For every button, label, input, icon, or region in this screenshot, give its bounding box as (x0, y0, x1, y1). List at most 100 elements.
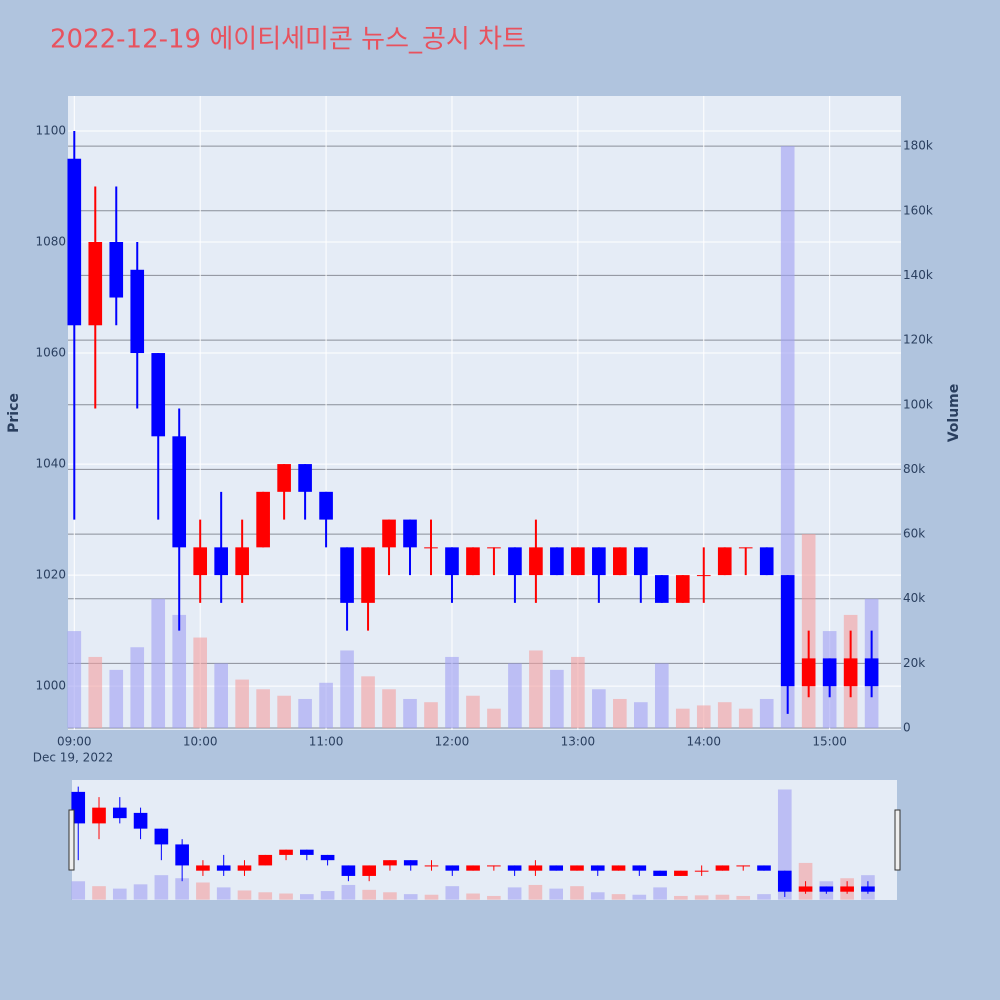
candle-body (611, 865, 626, 871)
candle-body (675, 575, 690, 603)
volume-bar (256, 689, 270, 729)
x-tick-label: 10:00 (183, 735, 218, 749)
volume-bar (528, 884, 543, 900)
volume-bar (300, 894, 314, 900)
volume-bar (112, 888, 127, 900)
candle-body (801, 658, 816, 687)
candle-body (279, 849, 293, 855)
volume-bar (653, 887, 667, 900)
candle-body (550, 547, 564, 576)
y2-tick-label: 40k (903, 591, 925, 605)
candle-body (777, 870, 792, 892)
volume-bar (675, 708, 690, 729)
volume-bar (154, 875, 169, 900)
volume-bar (424, 894, 439, 900)
volume-bar (383, 892, 397, 900)
volume-bar (696, 705, 711, 729)
volume-bar (654, 663, 669, 729)
volume-bar (235, 679, 249, 729)
candle-body (822, 658, 837, 687)
slider-handle (894, 809, 901, 871)
candle-body (424, 865, 439, 867)
candle-body (424, 547, 438, 549)
candle-body (819, 886, 834, 892)
candle-body (738, 547, 753, 549)
candle-body (861, 886, 875, 892)
candle-body (277, 464, 291, 492)
candle-body (256, 491, 270, 548)
candle-body (840, 886, 854, 892)
x-tick-label: 15:00 (812, 735, 847, 749)
volume-bar (507, 887, 522, 900)
candle-body (298, 464, 312, 492)
volume-bar (71, 881, 86, 900)
volume-bar (88, 656, 103, 729)
volume-bar (590, 892, 605, 900)
candle-body (382, 519, 396, 548)
candle-body (694, 870, 709, 872)
candle-body (92, 807, 106, 824)
volume-bar (487, 895, 501, 900)
y2-tick-label: 160k (903, 203, 933, 217)
volume-bar (130, 647, 145, 729)
volume-bar (549, 888, 564, 900)
candle-body (403, 519, 417, 548)
volume-bar (445, 656, 459, 729)
candle-body (466, 547, 480, 576)
x-tick-label: 13:00 (561, 735, 596, 749)
volume-bar (319, 682, 333, 729)
candle-body (196, 865, 210, 871)
candle-body (613, 547, 627, 576)
y-tick-label: 1000 (35, 679, 66, 693)
candle-body (172, 436, 187, 548)
volume-bar (466, 695, 480, 729)
y-tick-label: 1060 (35, 346, 66, 360)
candle-body (216, 865, 231, 871)
volume-bar (109, 669, 124, 729)
volume-bar (550, 669, 564, 729)
candle-body (133, 812, 148, 829)
candle-body (445, 547, 459, 576)
candle-body (487, 547, 501, 549)
candle-body (507, 865, 522, 871)
candle-body (67, 158, 82, 326)
candle-body (112, 807, 127, 819)
candle-body (633, 547, 648, 576)
volume-bar (715, 894, 730, 900)
volume-bar (466, 893, 480, 900)
candle-body (235, 547, 249, 576)
volume-bar (196, 882, 210, 900)
y2-tick-label: 60k (903, 527, 925, 541)
candle-body (528, 865, 543, 871)
volume-bar (67, 631, 82, 729)
volume-bar (237, 890, 252, 900)
candle-body (109, 242, 124, 298)
candle-body (654, 575, 669, 603)
candle-body (508, 547, 522, 576)
volume-bar (571, 656, 585, 729)
volume-bar (258, 892, 273, 900)
candle-body (798, 886, 813, 892)
volume-bar (529, 650, 543, 729)
candle-body (736, 865, 751, 867)
x-tick-label: 09:00 (57, 735, 92, 749)
candle-body (403, 860, 418, 866)
volume-bar (172, 614, 187, 729)
y2-tick-label: 20k (903, 656, 925, 670)
candle-body (445, 865, 460, 871)
volume-bar (403, 894, 418, 900)
volume-bar (717, 702, 732, 729)
slider-candles (71, 786, 875, 897)
volume-bar (92, 886, 106, 900)
volume-bar (279, 893, 293, 900)
volume-bar (362, 889, 376, 900)
candle-body (214, 547, 228, 576)
volume-bar (193, 637, 208, 729)
y-axis-title: Price (6, 393, 22, 433)
candle-body (319, 491, 333, 520)
candle-body (487, 865, 501, 867)
y2-tick-label: 140k (903, 268, 933, 282)
volume-bar (403, 698, 417, 729)
volume-bar (487, 708, 501, 729)
candle-body (592, 547, 606, 576)
